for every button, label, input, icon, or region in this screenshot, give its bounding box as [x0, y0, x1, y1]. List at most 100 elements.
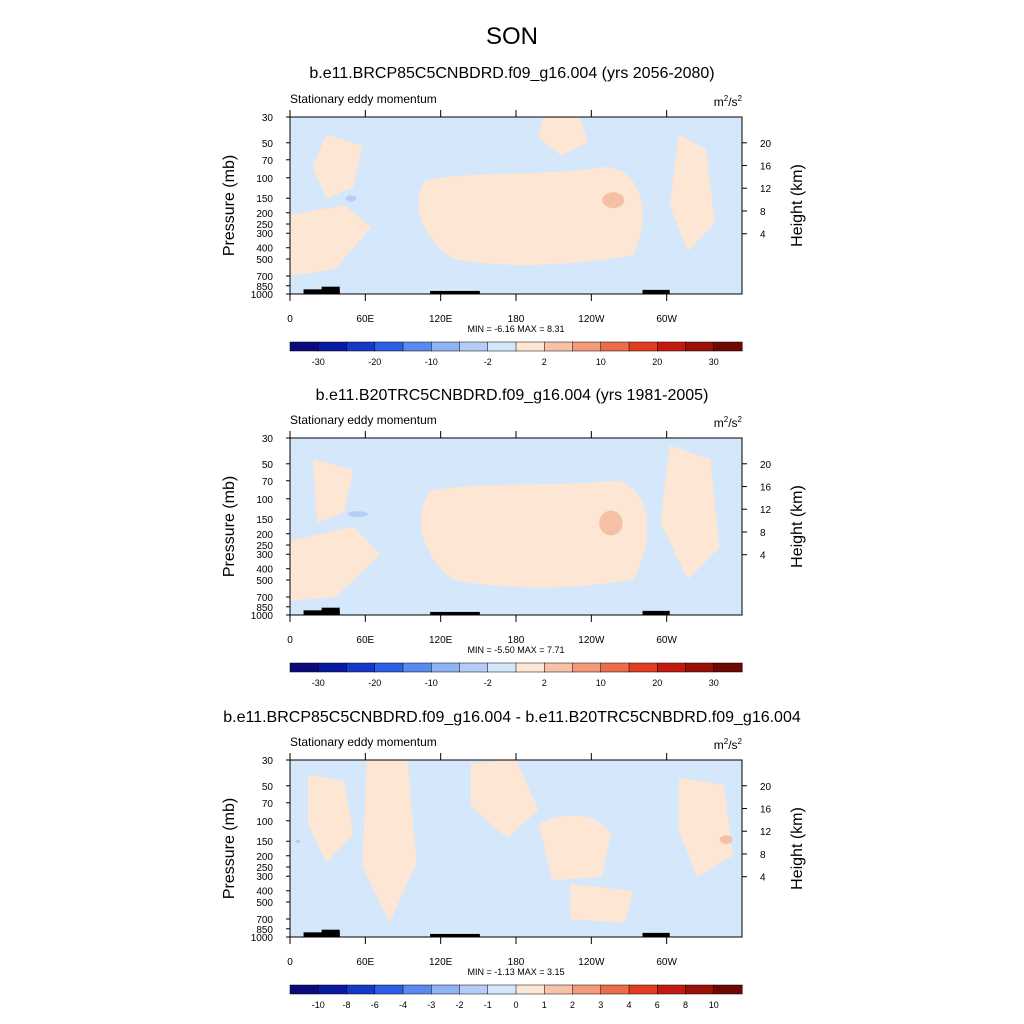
colorbar-label: 4 [626, 1000, 631, 1010]
x-tick-label: 120W [578, 957, 605, 968]
y-tick-label: 200 [256, 209, 273, 220]
subtitle-left: Stationary eddy momentum [290, 413, 437, 427]
colorbar-label: 30 [709, 678, 719, 688]
y-tick-label: 700 [256, 593, 273, 604]
colorbar-box-15 [685, 984, 715, 995]
field-contour-5 [599, 510, 623, 536]
chart-panel-3: b.e11.BRCP85C5CNBDRD.f09_g16.004 - b.e11… [221, 709, 806, 1010]
colorbar-label: -2 [484, 678, 492, 688]
colorbar-box-3 [346, 662, 376, 673]
field-contour-3 [312, 459, 354, 523]
colorbar-label: -10 [425, 678, 438, 688]
x-tick-label: 60W [656, 635, 677, 646]
y-right-axis-label: Height (km) [789, 807, 806, 890]
colorbar-label: 2 [542, 357, 547, 367]
panel-title: b.e11.BRCP85C5CNBDRD.f09_g16.004 (yrs 20… [309, 65, 714, 82]
field-contour-4 [308, 774, 354, 863]
y-tick-label: 70 [262, 799, 274, 810]
y-right-tick-label: 20 [760, 139, 772, 150]
y-tick-label: 100 [256, 174, 273, 185]
figure-title: SON [486, 23, 538, 50]
field-contour-2 [290, 526, 381, 601]
y-right-tick-label: 8 [760, 207, 766, 218]
colorbar-label: 1 [542, 1000, 547, 1010]
colorbar-label: -10 [425, 357, 438, 367]
colorbar-box-10 [544, 984, 574, 995]
panels: b.e11.BRCP85C5CNBDRD.f09_g16.004 (yrs 20… [221, 65, 806, 1010]
colorbar-box-6 [431, 662, 461, 673]
units-part: 2 [724, 415, 729, 424]
y-right-tick-label: 8 [760, 528, 766, 539]
y-right-tick-label: 16 [760, 805, 772, 816]
y-tick-label: 30 [262, 113, 274, 124]
topography-3 [430, 933, 480, 937]
units-label: m2/s2 [714, 94, 743, 109]
y-tick-label: 1000 [251, 933, 274, 944]
units-part: m [714, 416, 724, 430]
colorbar-box-14 [657, 341, 687, 352]
colorbar-box-10 [544, 341, 574, 352]
colorbar-box-7 [459, 662, 489, 673]
colorbar-box-11 [572, 984, 602, 995]
colorbar-box-6 [431, 341, 461, 352]
subtitle-left: Stationary eddy momentum [290, 735, 437, 749]
colorbar-label: -10 [312, 1000, 325, 1010]
x-tick-label: 0 [287, 314, 293, 325]
y-tick-label: 100 [256, 817, 273, 828]
colorbar-label: -30 [312, 357, 325, 367]
y-right-tick-label: 4 [760, 551, 766, 562]
y-right-axis-label: Height (km) [789, 485, 806, 568]
field-contour-5 [678, 777, 733, 877]
colorbar-box-2 [318, 662, 348, 673]
colorbar-box-5 [402, 662, 432, 673]
x-tick-label: 60E [356, 635, 374, 646]
colorbar-box-16 [713, 984, 743, 995]
colorbar-label: -1 [484, 1000, 492, 1010]
colorbar-box-15 [685, 662, 715, 673]
colorbar-box-5 [402, 341, 432, 352]
topography-4 [642, 932, 670, 937]
y-tick-label: 300 [256, 872, 273, 883]
colorbar-label: -20 [368, 357, 381, 367]
colorbar-box-10 [544, 662, 574, 673]
y-right-tick-label: 4 [760, 873, 766, 884]
y-tick-label: 150 [256, 194, 273, 205]
x-tick-label: 0 [287, 635, 293, 646]
topography-3 [430, 611, 480, 615]
colorbar-label: -3 [427, 1000, 435, 1010]
colorbar-label: 8 [683, 1000, 688, 1010]
colorbar-box-11 [572, 341, 602, 352]
chart-panel-1: b.e11.BRCP85C5CNBDRD.f09_g16.004 (yrs 20… [221, 65, 806, 367]
field-contour-4 [312, 134, 363, 199]
colorbar-label: 3 [598, 1000, 603, 1010]
field-contour-3 [538, 815, 611, 881]
min-max-label: MIN = -5.50 MAX = 7.71 [467, 645, 564, 655]
units-part: 2 [738, 415, 743, 424]
field-contour-1 [418, 166, 643, 266]
colorbar-box-8 [487, 662, 517, 673]
field-contour-3 [290, 205, 372, 277]
y-tick-label: 500 [256, 576, 273, 587]
colorbar-label: -2 [484, 357, 492, 367]
colorbar-box-2 [318, 984, 348, 995]
y-right-tick-label: 8 [760, 850, 766, 861]
field-contour-2 [470, 760, 539, 838]
y-right-tick-label: 16 [760, 483, 772, 494]
colorbar-box-12 [600, 662, 630, 673]
colorbar-box-1 [289, 341, 319, 352]
colorbar-box-6 [431, 984, 461, 995]
x-tick-label: 0 [287, 957, 293, 968]
colorbar-label: -20 [368, 678, 381, 688]
y-tick-label: 850 [256, 925, 273, 936]
y-tick-label: 700 [256, 272, 273, 283]
y-right-axis-label: Height (km) [789, 164, 806, 247]
y-tick-label: 850 [256, 603, 273, 614]
x-tick-label: 60E [356, 957, 374, 968]
colorbar-box-13 [628, 984, 658, 995]
field-contour-2 [538, 117, 589, 156]
y-tick-label: 1000 [251, 290, 274, 301]
y-tick-label: 150 [256, 515, 273, 526]
colorbar-label: -4 [399, 1000, 407, 1010]
colorbar-label: -2 [455, 1000, 463, 1010]
field-contour-1 [362, 760, 417, 923]
